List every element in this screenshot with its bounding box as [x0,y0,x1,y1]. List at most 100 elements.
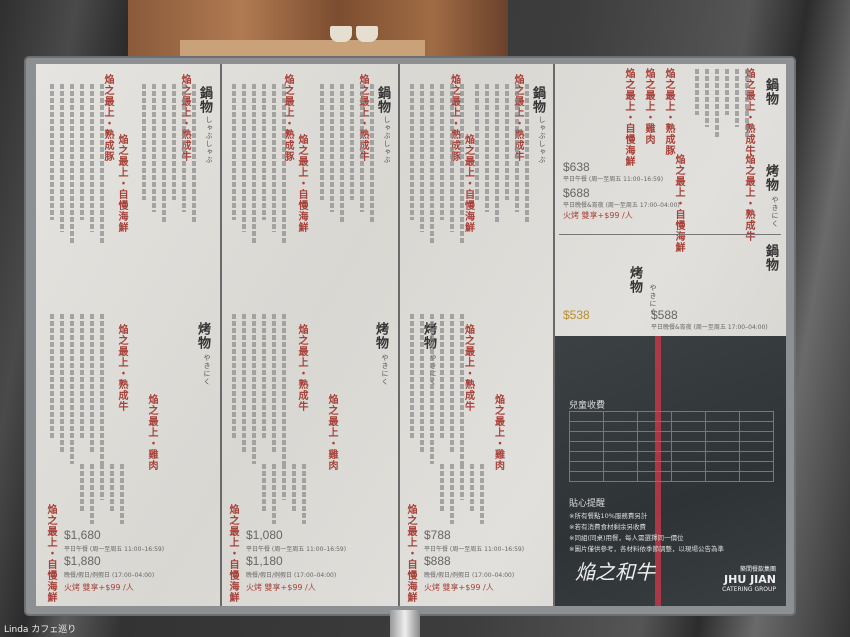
menu-item [450,464,454,524]
menu-item [272,84,276,232]
menu-item [460,464,464,500]
price-dinner: $1,880 [64,554,101,568]
menu-item [252,314,256,464]
course-title: 焔之最上・雞肉 [326,394,337,471]
hotpot-header: 鍋物 [763,244,778,272]
menu-item [50,314,54,440]
menu-item [495,84,499,224]
hotpot-sub: しゃぶしゃぶ [538,116,546,164]
price-dinner: $1,180 [246,554,283,568]
price-lunch: $638 [563,160,590,174]
menu-item [440,84,444,220]
menu-item [485,84,489,212]
menu-panel: 鍋物しゃぶしゃぶ焔之最上・熟成牛焔之最上・自慢海鮮焔之最上・熟成豚烤物やきにく焔… [40,64,222,606]
menu-item [480,464,484,524]
grill-sub: やきにく [203,354,211,386]
menu-item [272,314,276,452]
menu-item [100,84,104,244]
menu-item [302,464,306,524]
menu-item-list [232,314,286,464]
menu-item [262,464,266,512]
course-title: 焔之最上・自慢海鮮 [462,134,474,233]
menu-item [745,69,749,139]
course-title: 焔之最上・自慢海鮮 [405,504,416,603]
menu-item-list [50,314,104,464]
grill-addon: 火烤 雙享+$99 /人 [246,583,316,592]
menu-item [172,84,176,200]
menu-item [100,464,104,500]
watermark: Linda カフェ巡り [4,625,77,635]
menu-item [525,84,529,224]
menu-item [110,464,114,512]
menu-item-list [320,84,374,224]
menu-item [450,314,454,452]
menu-panel-right: 鍋物焔之最上・熟成牛焔之最上・熟成豚焔之最上・雞肉焔之最上・自慢海鮮烤物やきにく… [555,64,786,606]
menu-item [192,84,196,224]
menu-item [420,314,424,452]
menu-item-list [475,84,529,224]
menu-item-list [80,464,124,524]
group-name: 築間餐飲集團 [739,566,776,573]
menu-item [152,84,156,212]
price-lunch-note: 平日午餐 (周一至周五 11:00–16:59) [563,176,664,183]
menu-item [262,84,266,220]
menu-item [470,464,474,512]
group-logo: 築間餐飲集團 JHU JIAN CATERING GROUP [722,564,776,593]
menu-item [725,69,729,115]
menu-item [60,84,64,232]
reminder-title: 貼心提醒 [569,499,606,509]
menu-item [695,69,699,115]
menu-item [350,84,354,200]
menu-item [340,84,344,224]
menu-item [162,84,166,224]
menu-item [282,314,286,464]
price-lunch: $788 [424,528,451,542]
menu-item [460,314,464,464]
course-title: 焔之最上・雞肉 [643,68,654,145]
divider [559,234,781,235]
menu-item [320,84,324,200]
course-title: 焔之最上・熟成牛 [743,154,754,242]
course-title: 焔之最上・自慢海鮮 [227,504,238,603]
brand-logo: 焔之和牛 [575,560,655,584]
price-dinner: $888 [424,554,451,568]
menu-item [90,84,94,232]
menu-item-list [232,84,286,244]
menu-item [90,314,94,452]
menu-item [242,314,246,452]
menu-item [430,314,434,464]
menu-item [90,464,94,524]
menu-item [292,464,296,512]
price-dinner-note: 晚餐/假日/例假日 (17:00–04:00) [64,572,155,579]
menu-item-list [695,69,749,139]
hotpot-sub: しゃぶしゃぶ [383,116,391,164]
menu-item [272,464,276,524]
menu-item [232,84,236,220]
menu-item [282,464,286,500]
price-dinner-note: 平日晚餐&宵夜 (周一至周五 17:00–04:00) [563,202,680,209]
menu-item-list [262,464,306,524]
course-title: 焔之最上・熟成豚 [663,68,674,156]
menu-item [80,314,84,440]
grill-addon: 火烤 雙享+$99 /人 [64,583,134,592]
menu-item [475,84,479,200]
menu-item [410,84,414,220]
shelf [180,40,425,60]
course-title: 焔之最上・自慢海鮮 [296,134,307,233]
menu-item-list [440,464,484,524]
price-lunch-note: 平日午餐 (周一至周五 11:00–16:59) [424,546,525,553]
course-title: 焔之最上・雞肉 [492,394,504,471]
course-title: 焔之最上・熟成牛 [116,324,127,412]
menu-item [80,464,84,512]
stand-post [390,610,420,637]
menu-item-list [410,314,464,464]
hotpot-header: 鍋物 [530,86,545,114]
course-title: 焔之最上・自慢海鮮 [116,134,127,233]
price-lunch: $538 [563,308,590,322]
menu-item [735,69,739,127]
menu-item [242,84,246,232]
menu-item [715,69,719,139]
course-title: 焔之最上・自慢海鮮 [623,68,634,167]
course-title: 焔之最上・熟成牛 [462,324,474,412]
menu-item-list [50,84,104,244]
